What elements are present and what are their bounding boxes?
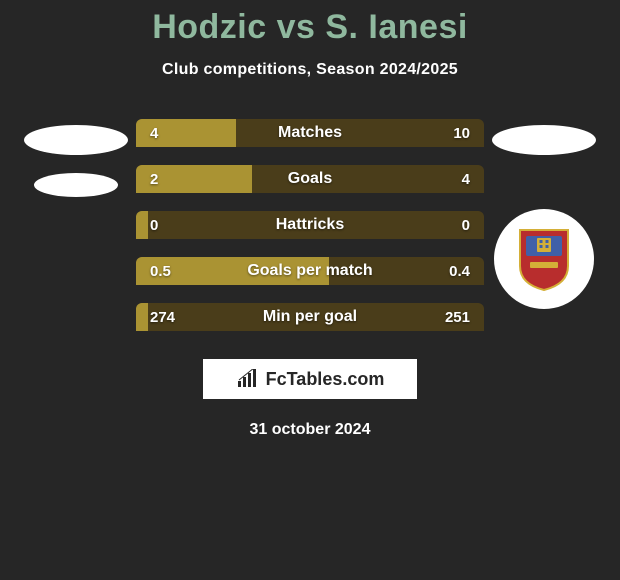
stat-bar-hattricks: 0 Hattricks 0 — [136, 211, 484, 239]
bar-chart-icon — [236, 369, 260, 389]
stat-label: Goals per match — [136, 257, 484, 285]
stat-bar-matches: 4 Matches 10 — [136, 119, 484, 147]
club-crest-container — [494, 209, 594, 309]
stat-bar-goals: 2 Goals 4 — [136, 165, 484, 193]
stat-label: Matches — [136, 119, 484, 147]
comparison-title: Hodzic vs S. Ianesi — [0, 8, 620, 47]
club-crest-icon — [516, 226, 572, 292]
stat-bars-column: 4 Matches 10 2 Goals 4 0 Hattricks 0 0.5… — [136, 119, 484, 331]
footer-date: 31 october 2024 — [250, 421, 371, 439]
stat-bar-goals-per-match: 0.5 Goals per match 0.4 — [136, 257, 484, 285]
left-player-column — [16, 119, 136, 215]
right-player-column — [484, 119, 604, 309]
stat-label: Hattricks — [136, 211, 484, 239]
stat-label: Goals — [136, 165, 484, 193]
left-oval-1 — [24, 125, 128, 155]
stat-bar-min-per-goal: 274 Min per goal 251 — [136, 303, 484, 331]
stat-right-value: 0.4 — [449, 257, 470, 285]
fctables-logo-text: FcTables.com — [266, 369, 385, 390]
comparison-subtitle: Club competitions, Season 2024/2025 — [0, 61, 620, 79]
fctables-logo: FcTables.com — [203, 359, 417, 399]
stat-label: Min per goal — [136, 303, 484, 331]
comparison-content: 4 Matches 10 2 Goals 4 0 Hattricks 0 0.5… — [0, 119, 620, 331]
stat-right-value: 10 — [453, 119, 470, 147]
stat-right-value: 0 — [462, 211, 470, 239]
left-oval-2 — [34, 173, 118, 197]
footer: FcTables.com 31 october 2024 — [0, 359, 620, 439]
right-oval-1 — [492, 125, 596, 155]
stat-right-value: 4 — [462, 165, 470, 193]
stat-right-value: 251 — [445, 303, 470, 331]
